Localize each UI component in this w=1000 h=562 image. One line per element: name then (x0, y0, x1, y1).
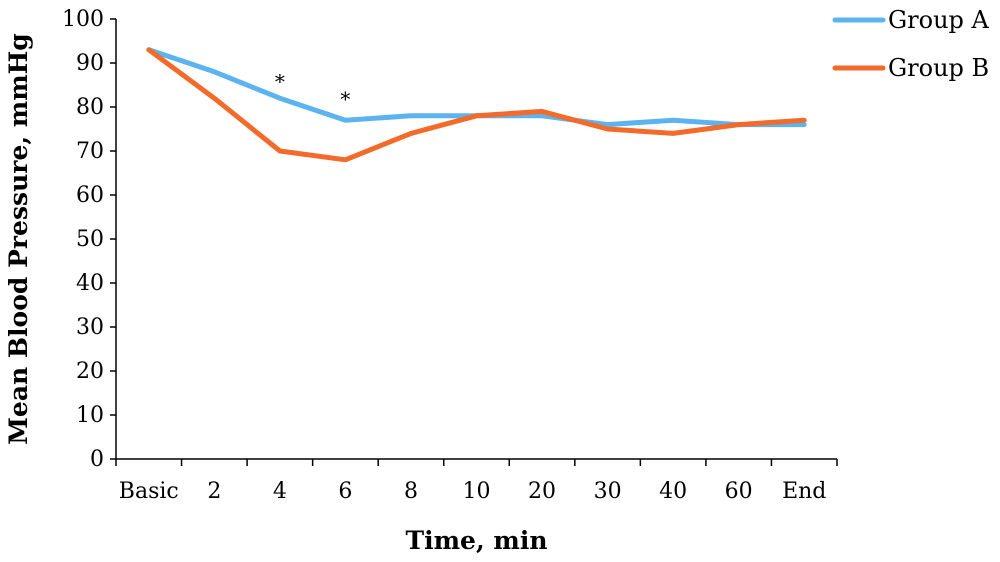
y-tick-label: 40 (76, 271, 104, 296)
x-tick-label: End (782, 479, 826, 504)
x-tick-label: Basic (119, 479, 179, 504)
x-tick-label: 4 (273, 479, 287, 504)
y-tick-label: 60 (76, 183, 104, 208)
x-tick-label: 8 (404, 479, 418, 504)
annotations: ** (275, 70, 351, 112)
x-tick-label: 10 (463, 479, 491, 504)
significance-marker: * (340, 87, 350, 111)
x-tick-label: 60 (725, 479, 753, 504)
y-tick-label: 100 (62, 7, 104, 32)
y-axis-title: Mean Blood Pressure, mmHg (4, 33, 33, 445)
legend-label: Group B (888, 54, 989, 82)
series-lines (146, 47, 807, 163)
y-tick-label: 80 (76, 95, 104, 120)
y-tick-label: 10 (76, 403, 104, 428)
y-tick-label: 0 (90, 447, 104, 472)
y-tick-label: 90 (76, 51, 104, 76)
x-tick-label: 6 (338, 479, 352, 504)
significance-marker: * (275, 70, 285, 94)
legend: Group A Group B (832, 6, 990, 82)
y-tick-label: 20 (76, 359, 104, 384)
y-tick-label: 50 (76, 227, 104, 252)
x-tick-label: 20 (528, 479, 556, 504)
y-tick-label: 30 (76, 315, 104, 340)
x-tick-label: 40 (659, 479, 687, 504)
x-axis-title: Time, min (406, 526, 548, 555)
x-tick-label: 2 (207, 479, 221, 504)
x-tick-label: 30 (594, 479, 622, 504)
y-tick-label: 70 (76, 139, 104, 164)
axes: 0 10 20 30 40 50 60 70 80 90 100 Basic 2 4 6 8 10 20 30 40 6… (62, 7, 838, 504)
series-line-group-b (146, 47, 807, 163)
legend-label: Group A (888, 6, 990, 34)
